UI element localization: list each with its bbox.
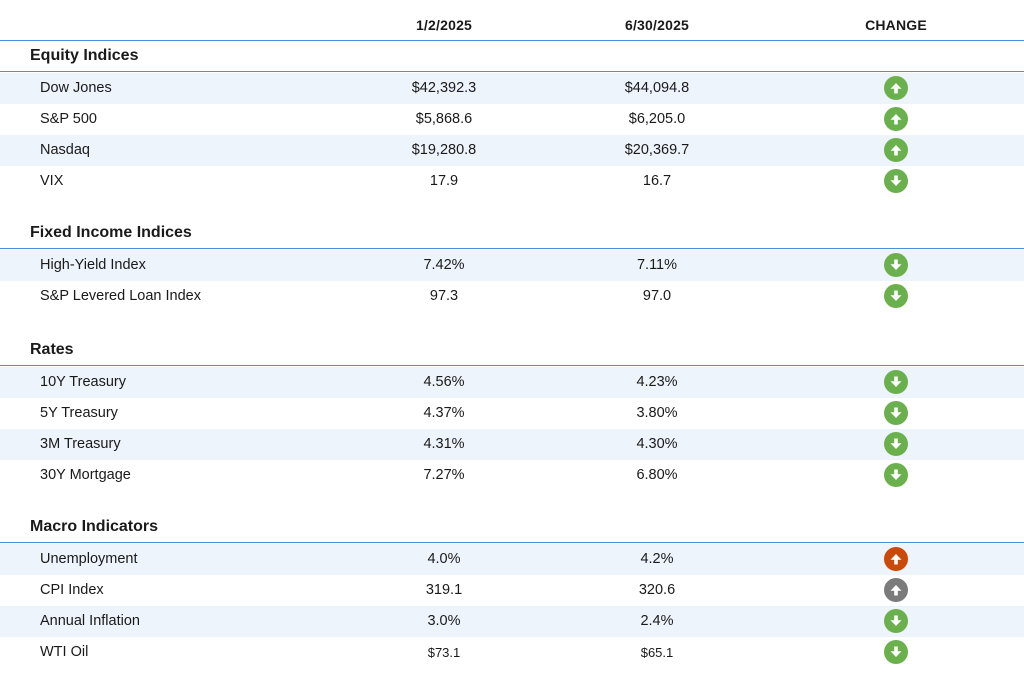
arrow-down-icon [884,253,908,277]
start-value: $5,868.6 [415,111,473,127]
table-row: Annual Inflation 3.0% 2.4% [0,606,1024,637]
table-header: 1/2/2025 6/30/2025 CHANGE [0,0,1024,41]
row-label: CPI Index [40,582,104,598]
end-value: $6,205.0 [628,111,686,127]
row-label: 5Y Treasury [40,405,118,421]
table-row: High-Yield Index 7.42% 7.11% [0,250,1024,281]
arrow-down-icon [884,169,908,193]
start-value: 7.42% [423,257,465,273]
arrow-up-icon [884,547,908,571]
start-value: 3.0% [427,613,461,629]
row-label: 10Y Treasury [40,374,126,390]
row-label: S&P Levered Loan Index [40,288,201,304]
row-label: Nasdaq [40,142,90,158]
end-value: 7.11% [636,257,678,273]
table-row: 10Y Treasury 4.56% 4.23% [0,367,1024,398]
arrow-up-icon [884,107,908,131]
row-label: Dow Jones [40,80,112,96]
arrow-down-icon [884,463,908,487]
row-label: WTI Oil [40,644,89,660]
section-divider [0,71,1024,72]
row-label: 3M Treasury [40,436,121,452]
row-label: Unemployment [40,551,138,567]
end-value: $44,094.8 [624,80,690,96]
arrow-down-icon [884,640,908,664]
arrow-down-icon [884,432,908,456]
row-label: 30Y Mortgage [40,467,131,483]
table-row: 30Y Mortgage 7.27% 6.80% [0,460,1024,491]
arrow-up-icon [884,138,908,162]
start-value: 4.31% [423,436,465,452]
row-label: S&P 500 [40,111,97,127]
row-label: VIX [40,173,64,189]
arrow-down-icon [884,401,908,425]
end-value: 6.80% [636,467,678,483]
end-value: 4.2% [640,551,674,567]
end-value: 2.4% [640,613,674,629]
table-row: Unemployment 4.0% 4.2% [0,544,1024,575]
arrow-up-icon [884,76,908,100]
start-value: $73.1 [427,645,461,660]
start-value: 7.27% [423,467,465,483]
start-value: 4.56% [423,374,465,390]
arrow-down-icon [884,609,908,633]
arrow-down-icon [884,284,908,308]
section-divider [0,365,1024,366]
row-label: High-Yield Index [40,257,146,273]
table-row: Dow Jones $42,392.3 $44,094.8 [0,73,1024,104]
table-row: 3M Treasury 4.31% 4.30% [0,429,1024,460]
end-value: $20,369.7 [624,142,690,158]
arrow-up-icon [884,578,908,602]
section-title: Rates [30,341,74,358]
section-title: Macro Indicators [30,518,159,535]
table-row: S&P 500 $5,868.6 $6,205.0 [0,104,1024,135]
section-divider [0,542,1024,543]
column-header-start-date: 1/2/2025 [415,17,473,33]
table-row: CPI Index 319.1 320.6 [0,575,1024,606]
section-divider [0,248,1024,249]
end-value: 4.30% [636,436,678,452]
table-row: WTI Oil $73.1 $65.1 [0,637,1024,668]
table-row: VIX 17.9 16.7 [0,166,1024,197]
start-value: 4.37% [423,405,465,421]
end-value: $65.1 [640,645,674,660]
end-value: 320.6 [638,582,676,598]
section-title: Equity Indices [30,47,139,64]
section-title: Fixed Income Indices [30,224,192,241]
row-label: Annual Inflation [40,613,140,629]
table-row: 5Y Treasury 4.37% 3.80% [0,398,1024,429]
start-value: $19,280.8 [411,142,477,158]
column-header-end-date: 6/30/2025 [624,17,690,33]
end-value: 16.7 [642,173,672,189]
start-value: 4.0% [427,551,461,567]
table-row: Nasdaq $19,280.8 $20,369.7 [0,135,1024,166]
start-value: 17.9 [429,173,459,189]
table-row: S&P Levered Loan Index 97.3 97.0 [0,281,1024,312]
end-value: 4.23% [636,374,678,390]
start-value: 319.1 [425,582,463,598]
start-value: $42,392.3 [411,80,477,96]
column-header-change: CHANGE [865,17,927,33]
end-value: 3.80% [636,405,678,421]
start-value: 97.3 [429,288,459,304]
end-value: 97.0 [642,288,672,304]
arrow-down-icon [884,370,908,394]
